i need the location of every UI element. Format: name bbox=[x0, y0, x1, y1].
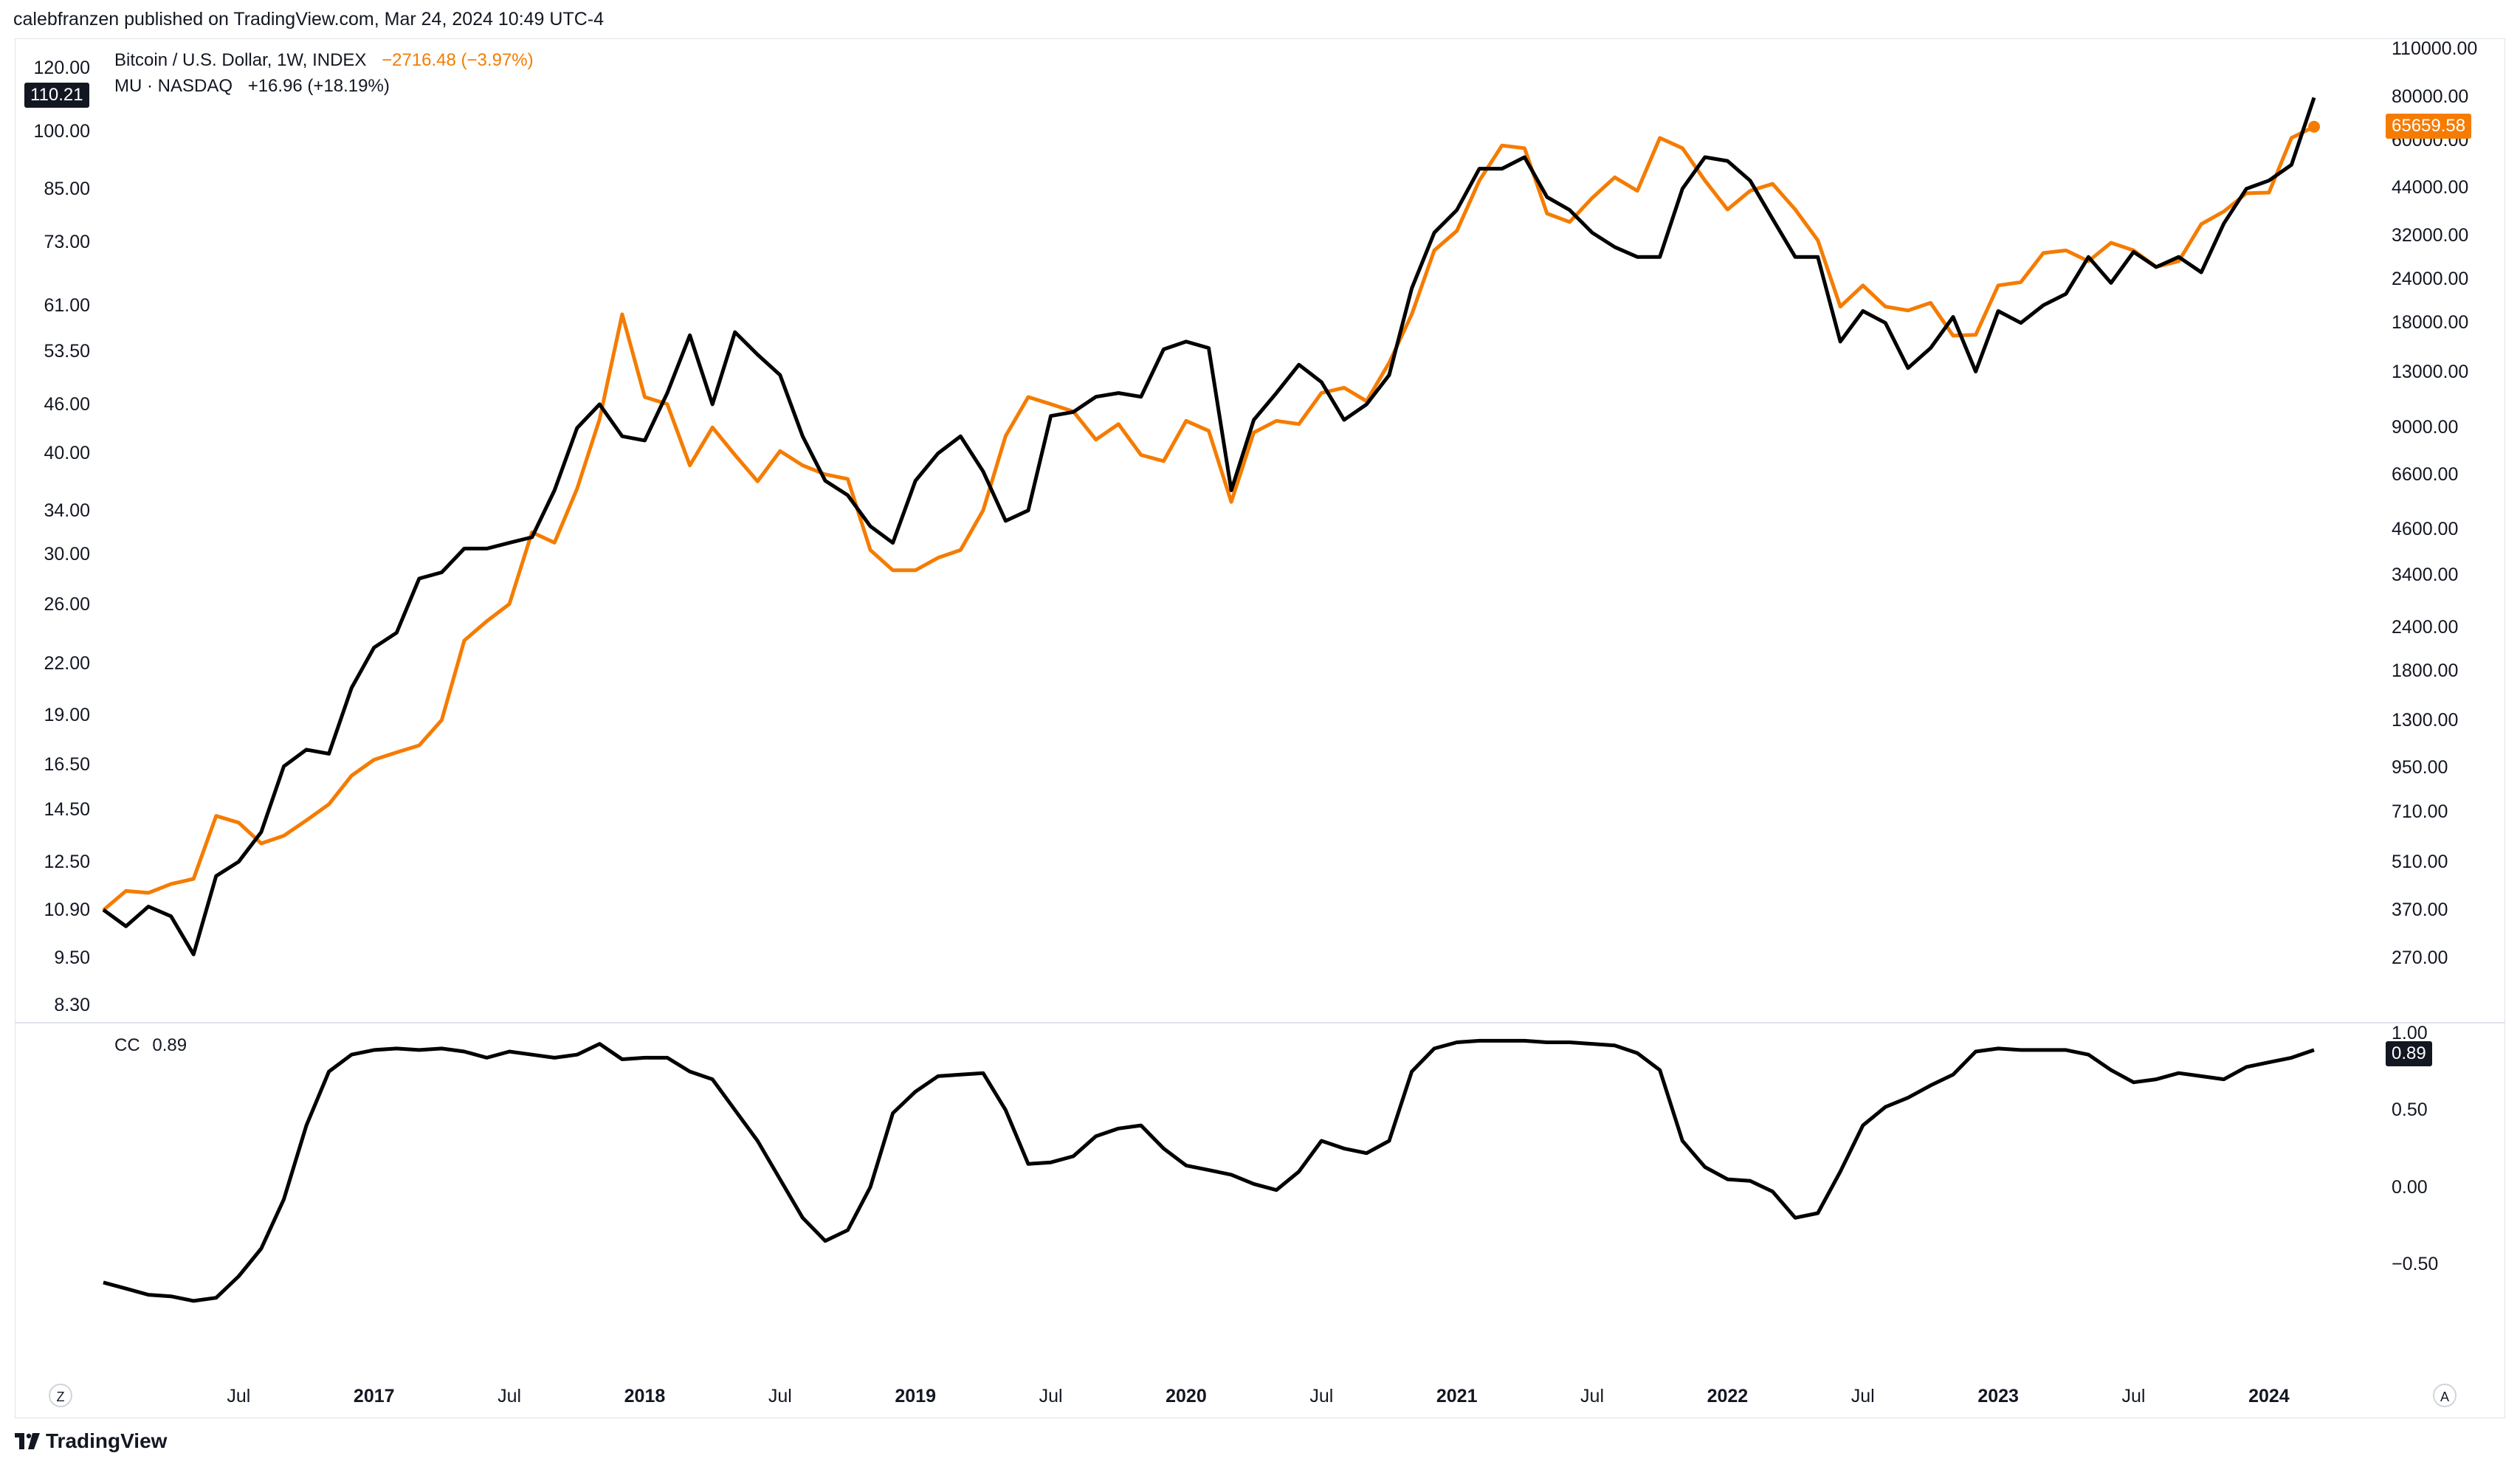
right-axis-tick: 270.00 bbox=[2392, 947, 2448, 969]
legend-btc: Bitcoin / U.S. Dollar, 1W, INDEX −2716.4… bbox=[114, 50, 534, 71]
left-axis-tick: 85.00 bbox=[44, 178, 90, 199]
right-axis-tick: 510.00 bbox=[2392, 851, 2448, 872]
right-axis-tick: 9000.00 bbox=[2392, 417, 2459, 438]
cc-axis-tick: 0.00 bbox=[2392, 1176, 2428, 1198]
mu-price-tag: 110.21 bbox=[24, 83, 89, 108]
tradingview-logo-icon bbox=[15, 1433, 40, 1449]
time-axis-tick: 2022 bbox=[1707, 1386, 1749, 1406]
left-axis-tick: 46.00 bbox=[44, 393, 90, 415]
left-axis-tick: 12.50 bbox=[44, 851, 90, 872]
right-axis-tick: 13000.00 bbox=[2392, 361, 2469, 382]
legend-mu: MU · NASDAQ +16.96 (+18.19%) bbox=[114, 76, 390, 97]
time-axis-tick: 2017 bbox=[353, 1386, 395, 1406]
right-axis-tick: 1300.00 bbox=[2392, 709, 2459, 731]
cc-axis-tick: 1.00 bbox=[2392, 1023, 2428, 1043]
right-axis-tick: 710.00 bbox=[2392, 801, 2448, 822]
left-axis-tick: 100.00 bbox=[33, 121, 90, 142]
time-axis-tick: Jul bbox=[498, 1386, 522, 1406]
time-axis-tick: Jul bbox=[1039, 1386, 1063, 1406]
time-axis-tick: Jul bbox=[1580, 1386, 1605, 1406]
left-axis-tick: 16.50 bbox=[44, 753, 90, 775]
time-axis-tick: Jul bbox=[1851, 1386, 1875, 1406]
left-axis-tick: 22.00 bbox=[44, 652, 90, 674]
right-axis-tick: 370.00 bbox=[2392, 900, 2448, 921]
chart-frame bbox=[15, 38, 2505, 1418]
cc-axis-tick: −0.50 bbox=[2392, 1253, 2439, 1274]
left-axis-tick: 40.00 bbox=[44, 443, 90, 464]
left-axis-tick: 120.00 bbox=[33, 57, 90, 78]
legend-btc-label: Bitcoin / U.S. Dollar, 1W, INDEX bbox=[114, 50, 367, 70]
left-axis-tick: 53.50 bbox=[44, 341, 90, 362]
right-axis-tick: 32000.00 bbox=[2392, 225, 2469, 246]
time-axis-tick: Jul bbox=[2121, 1386, 2146, 1406]
tradingview-brand: TradingView bbox=[46, 1429, 168, 1452]
left-axis-tick: 9.50 bbox=[54, 947, 90, 969]
cc-axis-tick: 0.50 bbox=[2392, 1100, 2428, 1121]
right-axis-tick: 950.00 bbox=[2392, 757, 2448, 779]
left-axis-tick: 61.00 bbox=[44, 294, 90, 316]
pane-separator[interactable] bbox=[15, 1022, 2505, 1024]
right-axis-tick: 18000.00 bbox=[2392, 312, 2469, 334]
legend-cc-label: CC bbox=[114, 1035, 140, 1055]
published-line: calebfranzen published on TradingView.co… bbox=[13, 9, 605, 30]
auto-scale-button[interactable]: A bbox=[2433, 1384, 2457, 1407]
time-axis-tick: Jul bbox=[227, 1386, 251, 1406]
mu-series-line[interactable] bbox=[102, 97, 2316, 956]
left-axis-tick: 10.90 bbox=[44, 899, 90, 920]
legend-cc-value: 0.89 bbox=[152, 1035, 187, 1055]
right-axis-tick: 110000.00 bbox=[2392, 38, 2478, 59]
time-axis-tick: 2024 bbox=[2248, 1386, 2290, 1406]
zoom-button[interactable]: Z bbox=[49, 1384, 72, 1407]
left-axis-tick: 30.00 bbox=[44, 544, 90, 565]
right-axis-tick: 80000.00 bbox=[2392, 86, 2469, 108]
left-axis-tick: 19.00 bbox=[44, 704, 90, 725]
time-axis-tick: 2020 bbox=[1166, 1386, 1207, 1406]
btc-series-line[interactable] bbox=[102, 125, 2316, 912]
legend-btc-change: −2716.48 (−3.97%) bbox=[382, 50, 534, 70]
left-axis-tick: 34.00 bbox=[44, 500, 90, 521]
time-axis-tick: 2019 bbox=[895, 1386, 937, 1406]
right-axis-tick: 44000.00 bbox=[2392, 176, 2469, 198]
tradingview-logo[interactable]: TradingView bbox=[15, 1429, 167, 1453]
cc-series-line[interactable] bbox=[103, 1038, 2315, 1303]
right-axis-tick: 1800.00 bbox=[2392, 660, 2459, 682]
right-axis-tick: 4600.00 bbox=[2392, 518, 2459, 539]
right-axis-tick: 6600.00 bbox=[2392, 463, 2459, 485]
legend-mu-change: +16.96 (+18.19%) bbox=[247, 76, 390, 96]
time-axis-tick: 2018 bbox=[624, 1386, 666, 1406]
left-axis-tick: 8.30 bbox=[54, 995, 90, 1016]
time-axis-tick: Jul bbox=[768, 1386, 792, 1406]
cc-price-tag: 0.89 bbox=[2386, 1041, 2432, 1066]
right-axis-tick: 24000.00 bbox=[2392, 269, 2469, 290]
time-axis-tick: Jul bbox=[1309, 1386, 1334, 1406]
right-axis-tick: 2400.00 bbox=[2392, 617, 2459, 638]
left-axis-tick: 73.00 bbox=[44, 232, 90, 253]
left-axis-tick: 14.50 bbox=[44, 799, 90, 821]
btc-last-point bbox=[2308, 120, 2320, 133]
left-axis-tick: 26.00 bbox=[44, 594, 90, 615]
right-axis-tick: 3400.00 bbox=[2392, 564, 2459, 585]
btc-price-tag: 65659.58 bbox=[2386, 114, 2472, 139]
time-axis-tick: 2021 bbox=[1436, 1386, 1478, 1406]
legend-cc: CC 0.89 bbox=[114, 1035, 187, 1056]
legend-mu-label: MU · NASDAQ bbox=[114, 76, 233, 96]
time-axis-tick: 2023 bbox=[1977, 1386, 2019, 1406]
